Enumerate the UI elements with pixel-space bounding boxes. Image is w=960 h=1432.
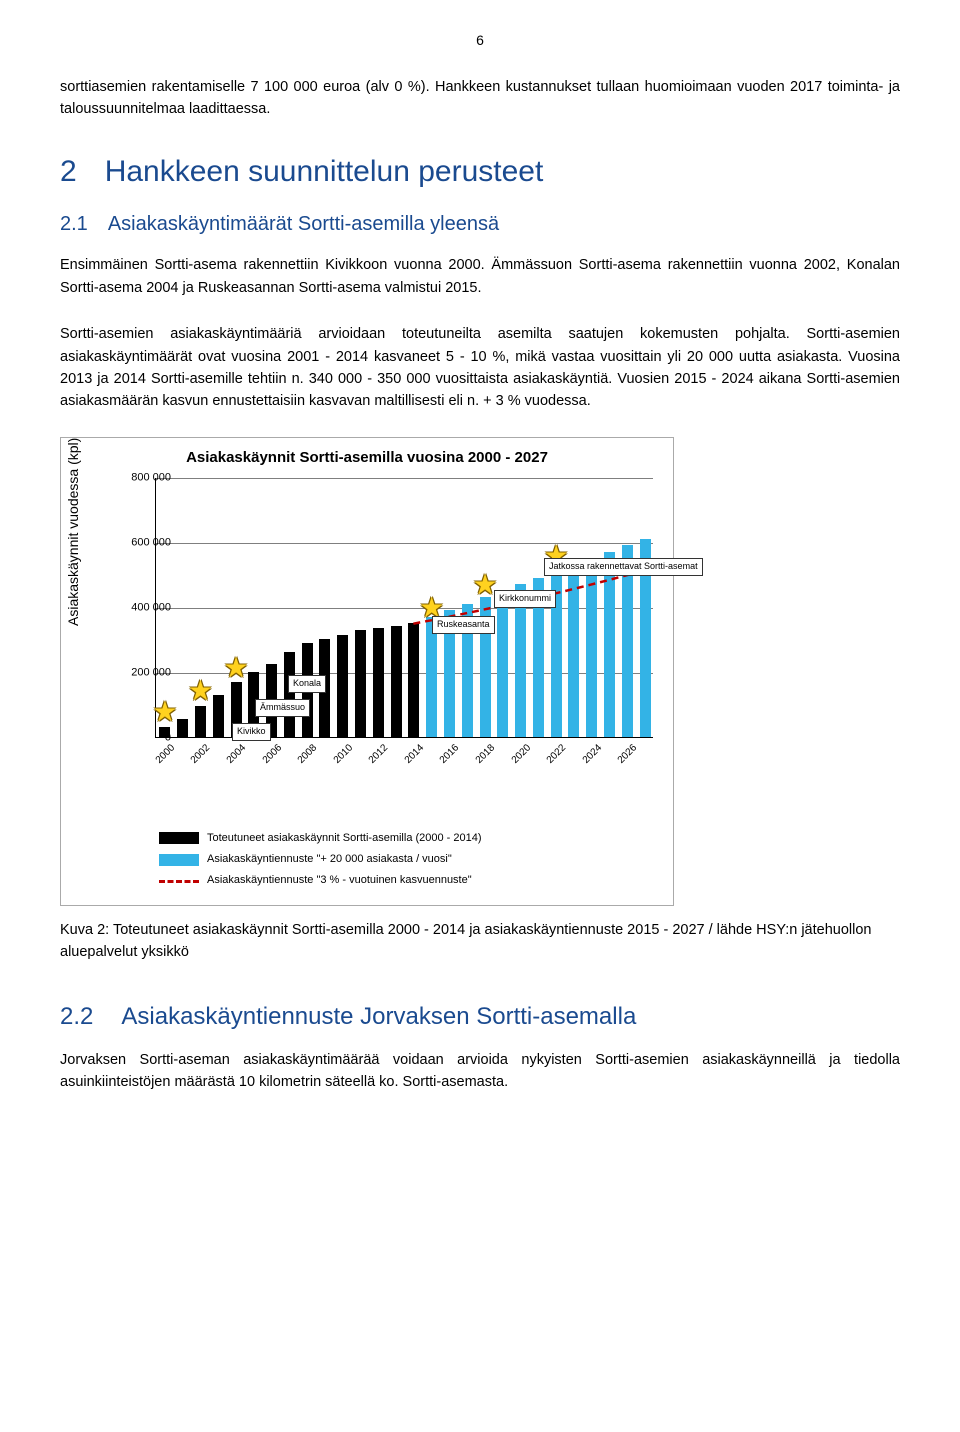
chart-legend-item: Toteutuneet asiakaskäynnit Sortti-asemil… xyxy=(159,830,655,847)
chart-bar xyxy=(284,652,295,737)
chart-y-axis-label: Asiakaskäynnit vuodessa (kpl) xyxy=(63,438,85,626)
chart-bar xyxy=(568,565,579,737)
body-paragraph-1: Ensimmäinen Sortti-asema rakennettiin Ki… xyxy=(60,254,900,299)
chart-x-tick-label: 2026 xyxy=(602,741,641,780)
section-2-title: Hankkeen suunnittelun perusteet xyxy=(105,149,544,196)
chart-gridline xyxy=(156,543,653,544)
customer-visits-chart: Asiakaskäynnit Sortti-asemilla vuosina 2… xyxy=(60,437,674,906)
chart-x-tick-label: 2012 xyxy=(353,741,392,780)
chart-title: Asiakaskäynnit Sortti-asemilla vuosina 2… xyxy=(61,446,673,469)
chart-bar xyxy=(391,626,402,737)
section-2-number: 2 xyxy=(60,149,77,196)
chart-annotation-label: Ruskeasanta xyxy=(432,616,495,634)
intro-paragraph: sorttiasemien rakentamiselle 7 100 000 e… xyxy=(60,76,900,121)
chart-x-tick-label: 2024 xyxy=(566,741,605,780)
legend-label: Toteutuneet asiakaskäynnit Sortti-asemil… xyxy=(207,830,482,847)
chart-bar xyxy=(177,719,188,737)
chart-x-tick-label: 2004 xyxy=(211,741,250,780)
chart-x-tick-label: 2000 xyxy=(140,741,179,780)
chart-bar xyxy=(497,591,508,737)
chart-x-tick-label: 2018 xyxy=(460,741,499,780)
chart-y-tick-label: 400 000 xyxy=(111,599,171,616)
legend-dash-icon xyxy=(159,880,199,883)
page-number: 6 xyxy=(60,30,900,52)
chart-bar xyxy=(195,706,206,737)
chart-bar xyxy=(373,628,384,737)
legend-swatch-icon xyxy=(159,854,199,866)
star-marker-icon: ★ xyxy=(188,677,213,705)
chart-x-tick-label: 2010 xyxy=(317,741,356,780)
chart-annotation-label: Konala xyxy=(288,675,326,693)
chart-x-tick-label: 2014 xyxy=(389,741,428,780)
chart-y-tick-label: 800 000 xyxy=(111,469,171,486)
chart-bar xyxy=(355,630,366,737)
legend-swatch-icon xyxy=(159,832,199,844)
chart-bar xyxy=(586,558,597,737)
legend-label: Asiakaskäyntiennuste "3 % - vuotuinen ka… xyxy=(207,872,472,889)
chart-annotation-label: Jatkossa rakennettavat Sortti-asemat xyxy=(544,558,703,576)
chart-x-tick-label: 2020 xyxy=(495,741,534,780)
chart-legend-item: Asiakaskäyntiennuste "+ 20 000 asiakasta… xyxy=(159,851,655,868)
chart-bar xyxy=(426,617,437,737)
chart-y-tick-label: 200 000 xyxy=(111,664,171,681)
chart-legend: Toteutuneet asiakaskäynnit Sortti-asemil… xyxy=(61,818,673,905)
chart-bar xyxy=(604,552,615,737)
chart-bar xyxy=(337,635,348,737)
chart-bar xyxy=(408,623,419,737)
section-2-2-heading: 2.2 Asiakaskäyntiennuste Jorvaksen Sortt… xyxy=(60,998,900,1035)
body-paragraph-3: Jorvaksen Sortti-aseman asiakaskäyntimää… xyxy=(60,1049,900,1094)
chart-x-tick-label: 2008 xyxy=(282,741,321,780)
section-2-2-number: 2.2 xyxy=(60,998,93,1035)
legend-label: Asiakaskäyntiennuste "+ 20 000 asiakasta… xyxy=(207,851,452,868)
figure-caption: Kuva 2: Toteutuneet asiakaskäynnit Sortt… xyxy=(60,920,900,964)
star-marker-icon: ★ xyxy=(223,654,248,682)
section-2-1-title: Asiakaskäyntimäärät Sortti-asemilla ylee… xyxy=(108,209,499,240)
chart-x-tick-label: 2016 xyxy=(424,741,463,780)
chart-annotation-label: Kivikko xyxy=(232,723,271,741)
chart-x-tick-label: 2006 xyxy=(246,741,285,780)
star-marker-icon: ★ xyxy=(152,698,177,726)
chart-x-tick-label: 2002 xyxy=(175,741,214,780)
body-paragraph-2: Sortti-asemien asiakaskäyntimääriä arvio… xyxy=(60,323,900,413)
chart-y-tick-label: 0 xyxy=(111,729,171,746)
chart-x-tick-label: 2022 xyxy=(531,741,570,780)
section-2-1-number: 2.1 xyxy=(60,209,88,240)
section-2-1-heading: 2.1 Asiakaskäyntimäärät Sortti-asemilla … xyxy=(60,209,900,240)
chart-bar xyxy=(213,695,224,737)
chart-annotation-label: Kirkkonummi xyxy=(494,590,556,608)
section-2-2-title: Asiakaskäyntiennuste Jorvaksen Sortti-as… xyxy=(121,998,636,1035)
section-2-heading: 2 Hankkeen suunnittelun perusteet xyxy=(60,149,900,196)
chart-gridline xyxy=(156,478,653,479)
chart-legend-item: Asiakaskäyntiennuste "3 % - vuotuinen ka… xyxy=(159,872,655,889)
chart-y-tick-label: 600 000 xyxy=(111,534,171,551)
chart-annotation-label: Ämmässuo xyxy=(255,699,310,717)
